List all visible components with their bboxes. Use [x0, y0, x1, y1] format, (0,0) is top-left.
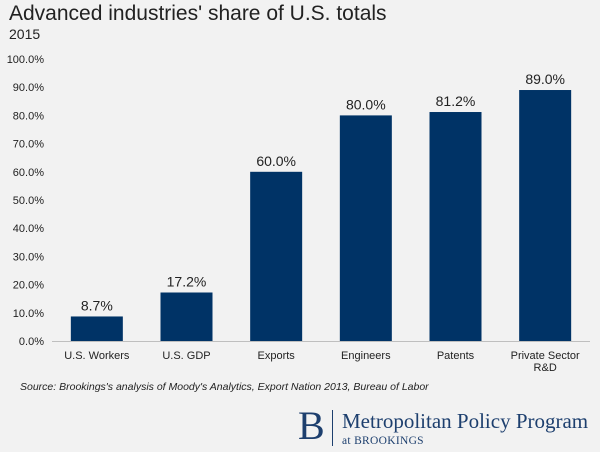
y-tick-label: 30.0% [13, 251, 44, 263]
data-label: 89.0% [525, 71, 565, 87]
x-tick-label: U.S. GDP [162, 350, 210, 362]
y-tick-label: 90.0% [13, 82, 44, 94]
y-tick-label: 50.0% [13, 195, 44, 207]
y-tick-label: 20.0% [13, 280, 44, 292]
y-tick-label: 60.0% [13, 167, 44, 179]
bar [160, 292, 213, 341]
x-tick-label: U.S. Workers [64, 350, 130, 362]
y-tick-label: 100.0% [7, 54, 45, 66]
logo-program-name: Metropolitan Policy Program [342, 409, 589, 433]
bar [339, 115, 392, 342]
data-label: 80.0% [346, 96, 386, 112]
y-tick-label: 80.0% [13, 110, 44, 122]
y-tick-label: 40.0% [13, 223, 44, 235]
brookings-logo: B Metropolitan Policy Program at BROOKIN… [298, 406, 598, 450]
bar [70, 316, 123, 341]
data-label: 60.0% [256, 153, 296, 169]
x-tick-label: R&D [534, 362, 557, 374]
y-tick-label: 10.0% [13, 308, 44, 320]
data-label: 8.7% [81, 297, 113, 313]
bar [519, 90, 572, 342]
chart-subtitle: 2015 [9, 26, 41, 42]
logo-letter: B [298, 403, 325, 448]
data-label: 17.2% [167, 273, 207, 289]
chart-title: Advanced industries' share of U.S. total… [9, 2, 387, 25]
y-tick-label: 0.0% [19, 336, 44, 348]
bar [250, 171, 303, 341]
bar [429, 112, 482, 342]
x-tick-label: Exports [258, 350, 296, 362]
x-tick-label: Patents [437, 350, 475, 362]
logo-divider [332, 410, 333, 446]
x-tick-label: Engineers [341, 350, 391, 362]
data-label: 81.2% [436, 93, 476, 109]
y-tick-label: 70.0% [13, 139, 44, 151]
x-tick-label: Private Sector [511, 350, 580, 362]
logo-organization: at BROOKINGS [342, 435, 424, 447]
bar-chart: 0.0% 10.0% 20.0% 30.0% 40.0% 50.0% 60.0% 70.0% 8… [7, 54, 590, 374]
source-note: Source: Brookings's analysis of Moody's … [20, 381, 429, 393]
